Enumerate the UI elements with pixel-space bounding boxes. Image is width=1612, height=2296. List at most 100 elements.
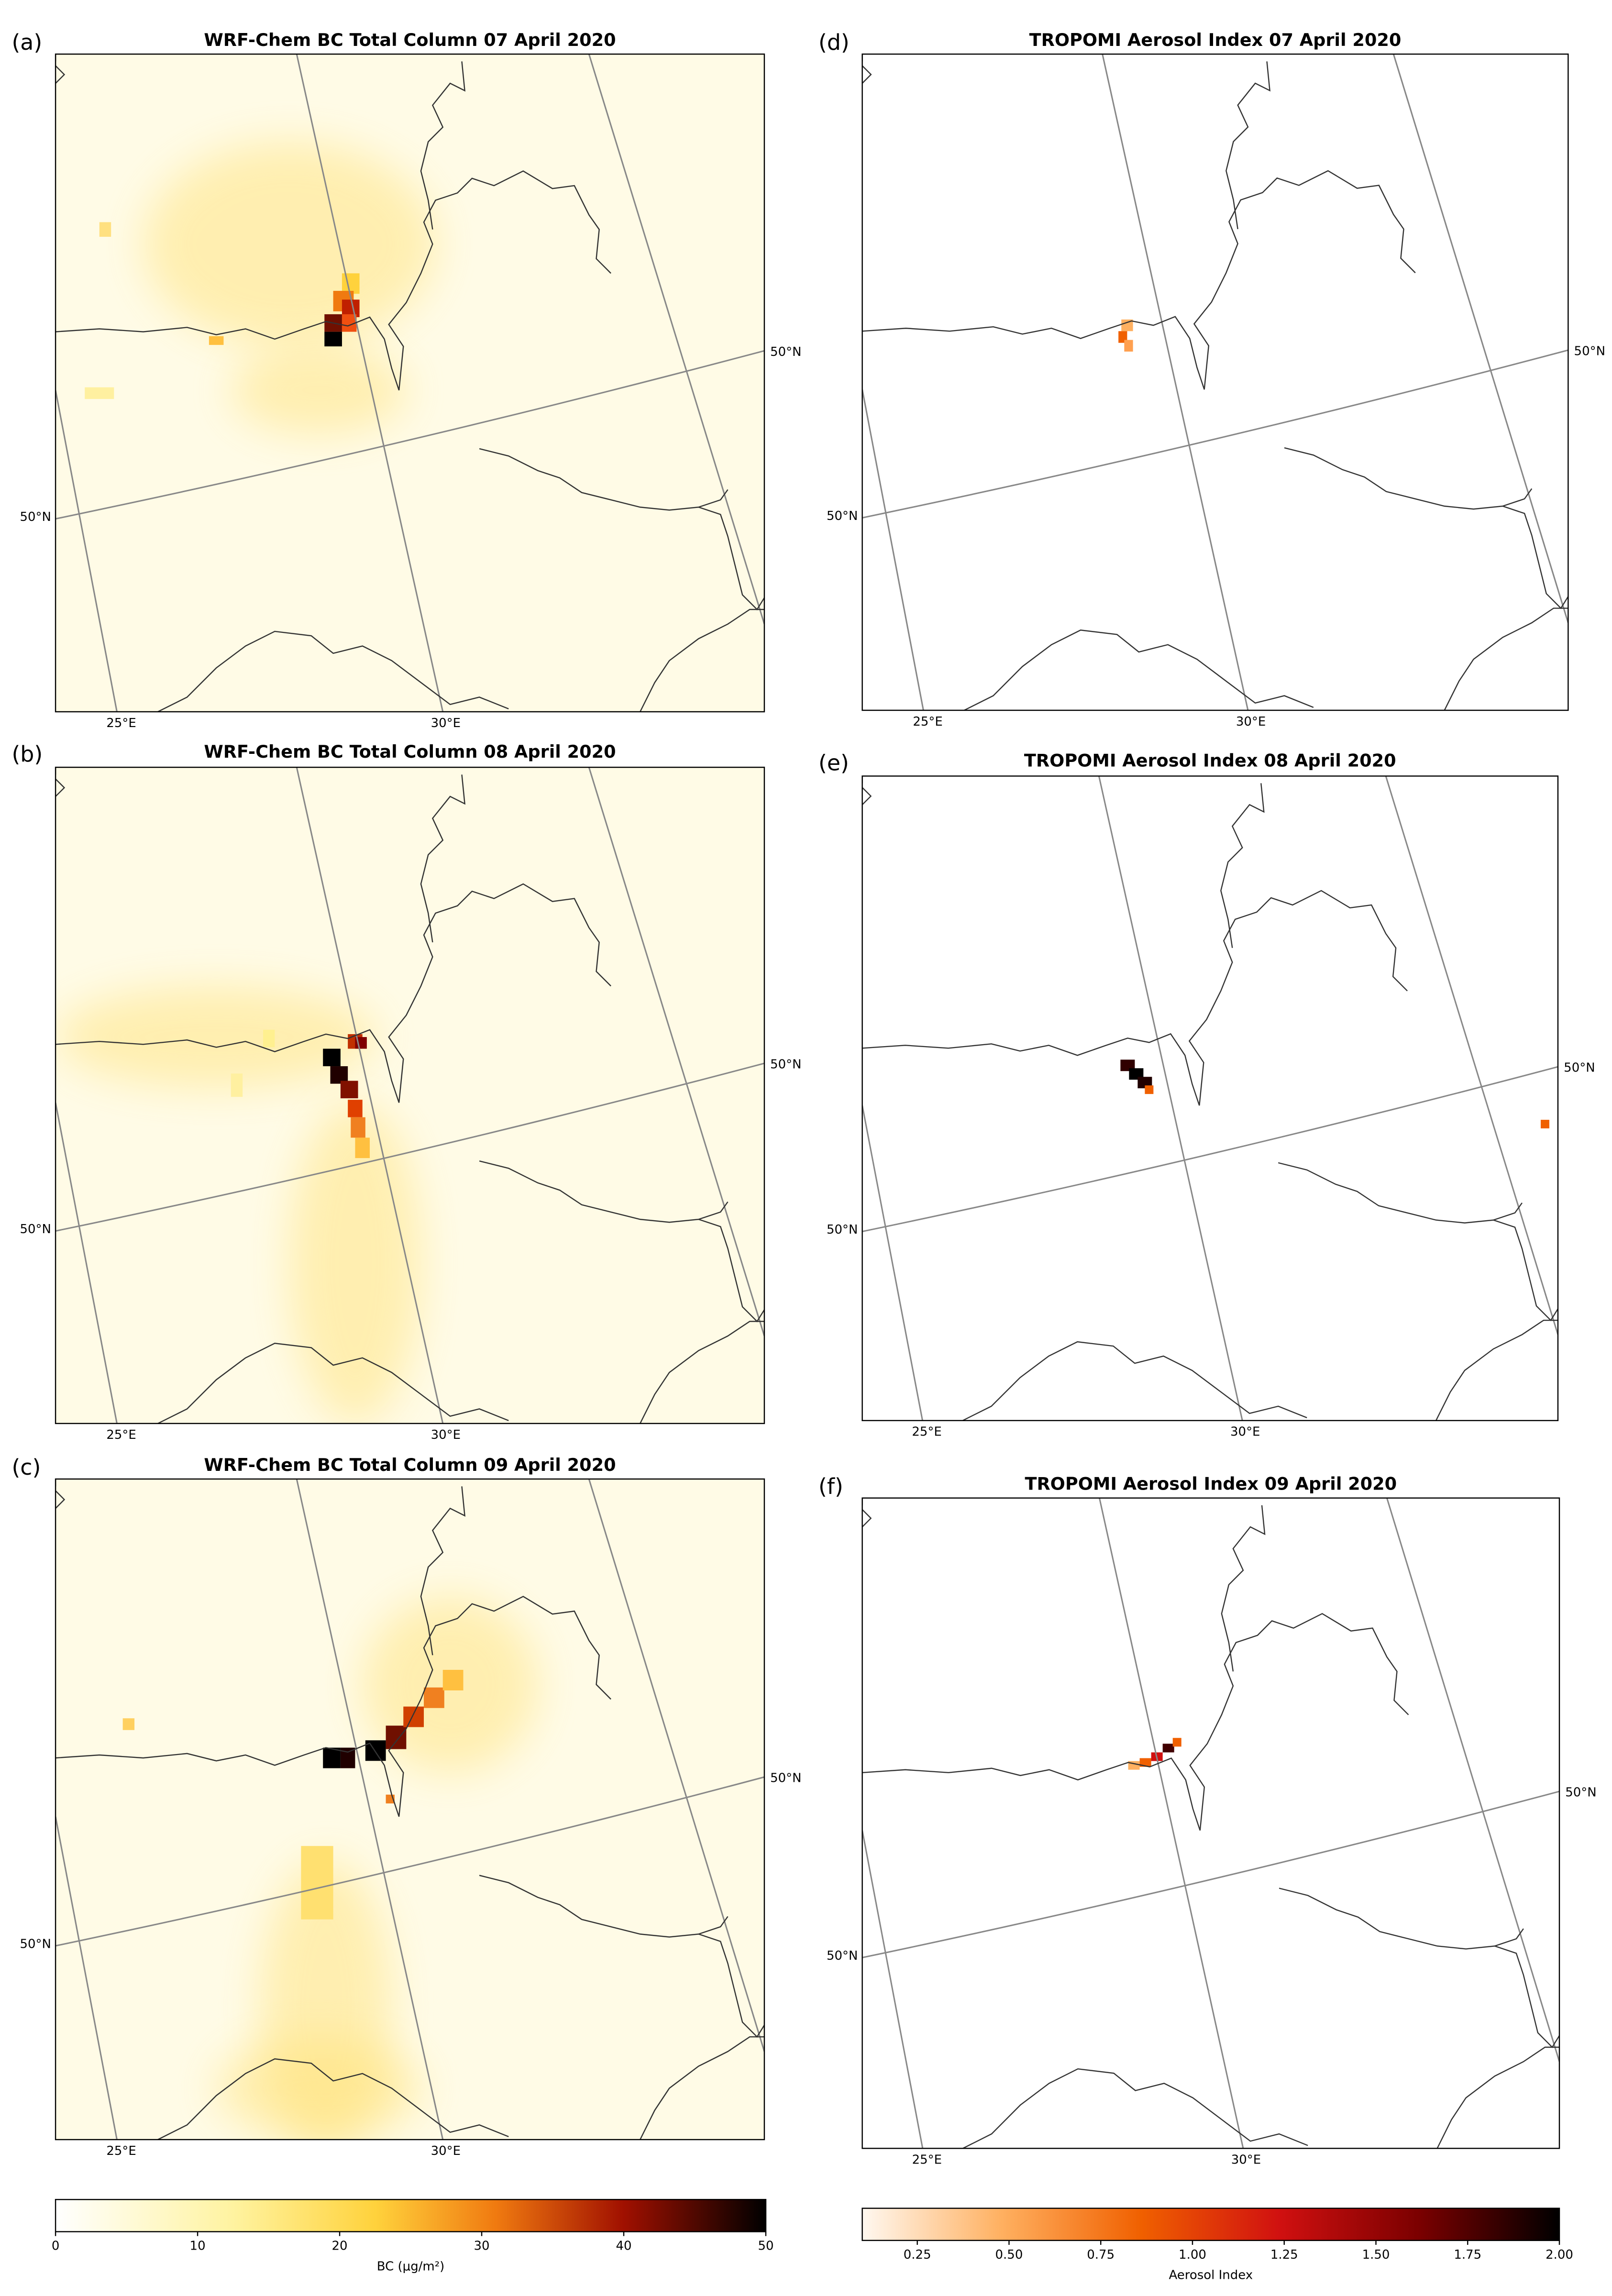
- colorbar-tick-label: 2.00: [1546, 2248, 1573, 2262]
- parallel-label: 50°N: [1564, 1061, 1595, 1075]
- colorbar-tick-label: 40: [616, 2239, 631, 2253]
- plume-pixel: [348, 1100, 363, 1117]
- plume-pixel: [1540, 1120, 1549, 1128]
- map-panel: (b) WRF-Chem BC Total Column 08 April 202…: [11, 741, 801, 1442]
- panel-title: TROPOMI Aerosol Index 07 April 2020: [1029, 30, 1402, 50]
- colorbar: 0.25 0.50 0.75 1.00 1.25 1.50 1.75 2.00 Aerosol …: [861, 2208, 1573, 2283]
- panel-title: TROPOMI Aerosol Index 09 April 2020: [1025, 1474, 1397, 1494]
- map-area: [862, 54, 1568, 710]
- plume-haze: [289, 1103, 421, 1424]
- plume-pixel: [424, 1687, 444, 1708]
- meridian-label: 25°E: [106, 1428, 136, 1442]
- colorbar-tick-label: 50: [758, 2239, 773, 2253]
- colorbar-tick-label: 10: [190, 2239, 206, 2253]
- map-background: [862, 776, 1558, 1421]
- parallel-label: 50°N: [827, 509, 858, 523]
- meridian-label: 25°E: [912, 2152, 942, 2167]
- colorbar-tick-label: 1.25: [1270, 2248, 1298, 2262]
- parallel-label: 50°N: [827, 1949, 858, 1963]
- panel-title: WRF-Chem BC Total Column 07 April 2020: [204, 30, 616, 50]
- colorbar-tick-label: 1.00: [1179, 2248, 1206, 2262]
- plume-haze: [143, 142, 436, 347]
- colorbar-tick-label: 1.50: [1362, 2248, 1390, 2262]
- plume-pixel: [122, 1718, 135, 1730]
- panel-label: (d): [818, 29, 850, 55]
- map-area: [55, 54, 764, 712]
- colorbar-scale: [861, 2208, 1560, 2241]
- colorbar-tick-label: 0.75: [1087, 2248, 1115, 2262]
- map-frame: [861, 53, 1569, 711]
- parallel-label: 50°N: [770, 345, 801, 359]
- plume-pixel: [355, 1137, 370, 1159]
- map-area: [862, 1498, 1560, 2149]
- plume-pixel: [263, 1029, 275, 1048]
- panel-title: TROPOMI Aerosol Index 08 April 2020: [1024, 750, 1396, 771]
- parallel-label: 50°N: [770, 1057, 801, 1071]
- meridian-label: 25°E: [912, 1425, 941, 1439]
- meridian-label: 30°E: [431, 2144, 461, 2158]
- panel-label: (f): [818, 1473, 843, 1499]
- colorbar-label: BC (μg/m²): [377, 2259, 444, 2274]
- meridian-label: 30°E: [1231, 2152, 1261, 2167]
- colorbar-tick-label: 1.75: [1454, 2248, 1481, 2262]
- plume-pixel: [301, 1846, 333, 1920]
- meridian-label: 25°E: [913, 715, 942, 729]
- plume-haze: [216, 2037, 421, 2140]
- map-background: [862, 1498, 1560, 2149]
- map-frame: [55, 766, 765, 1424]
- map-panel: (e) TROPOMI Aerosol Index 08 April 2020 25…: [818, 750, 1595, 1439]
- meridian-label: 25°E: [106, 2144, 136, 2158]
- parallel-label: 50°N: [20, 1937, 51, 1951]
- colorbar-tick-label: 0: [52, 2239, 60, 2253]
- panel-label: (b): [11, 741, 43, 767]
- plume-pixel: [442, 1669, 464, 1690]
- map-background: [862, 54, 1568, 710]
- map-area: [55, 767, 764, 1424]
- plume-pixel: [1145, 1085, 1154, 1094]
- colorbar-label: Aerosol Index: [1169, 2268, 1253, 2283]
- map-panel: (c) WRF-Chem BC Total Column 09 April 202…: [11, 1454, 801, 2158]
- map-frame: [55, 1478, 765, 2141]
- plume-pixel: [324, 331, 342, 347]
- parallel-label: 50°N: [20, 1222, 51, 1236]
- parallel-label: 50°N: [1574, 344, 1605, 359]
- plume-pixel: [323, 1747, 341, 1768]
- plume-pixel: [85, 387, 114, 399]
- plume-pixel: [323, 1049, 341, 1067]
- map-panel: (d) TROPOMI Aerosol Index 07 April 2020 25…: [818, 29, 1605, 729]
- map-background: [55, 1479, 764, 2140]
- map-area: [55, 1479, 764, 2140]
- plume-pixel: [386, 1725, 407, 1749]
- panel-label: (e): [818, 750, 849, 775]
- parallel-label: 50°N: [1565, 1786, 1596, 1800]
- map-panel: (a) WRF-Chem BC Total Column 07 April 202…: [11, 29, 801, 730]
- parallel-label: 50°N: [770, 1771, 801, 1786]
- panel-title: WRF-Chem BC Total Column 09 April 2020: [204, 1455, 616, 1475]
- colorbar-tick-label: 30: [474, 2239, 490, 2253]
- plume-pixel: [1172, 1738, 1181, 1747]
- meridian-label: 30°E: [1230, 1425, 1260, 1439]
- plume-pixel: [351, 1117, 365, 1138]
- meridian-label: 30°E: [431, 1428, 461, 1442]
- map-frame: [861, 1497, 1560, 2149]
- meridian-label: 30°E: [431, 716, 461, 730]
- map-frame: [861, 775, 1559, 1422]
- plume-pixel: [342, 273, 360, 294]
- map-frame: [55, 53, 765, 713]
- plume-pixel: [209, 336, 224, 345]
- map-background: [55, 54, 764, 712]
- plume-haze: [55, 986, 377, 1088]
- panel-label: (a): [11, 29, 42, 55]
- colorbar-tick-label: 0.50: [995, 2248, 1023, 2262]
- parallel-label: 50°N: [20, 510, 51, 524]
- meridian-label: 25°E: [106, 716, 136, 730]
- plume-pixel: [1162, 1744, 1174, 1753]
- plume-pixel: [1129, 1068, 1144, 1080]
- plume-pixel: [330, 1066, 348, 1084]
- colorbar-tick-label: 20: [332, 2239, 348, 2253]
- plume-pixel: [1124, 340, 1133, 352]
- plume-pixel: [1139, 1758, 1151, 1767]
- plume-pixel: [231, 1073, 243, 1097]
